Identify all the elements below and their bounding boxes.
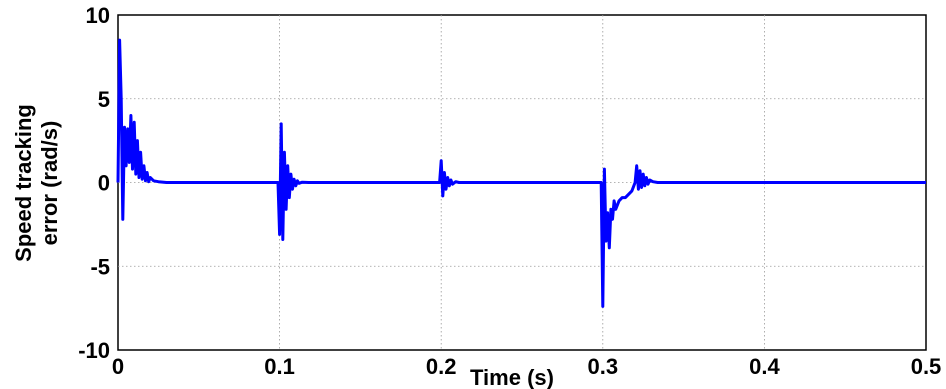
- x-tick-label: 0.4: [749, 354, 780, 379]
- y-axis-label-line-2: error (rad/s): [37, 121, 62, 246]
- x-tick-label: 0.3: [588, 354, 619, 379]
- x-tick-label: 0.2: [426, 354, 457, 379]
- x-tick-label: 0.5: [911, 354, 942, 379]
- x-tick-label: 0: [112, 354, 124, 379]
- y-tick-label: -10: [78, 338, 110, 363]
- y-tick-labels: -10 -5 0 5 10: [78, 3, 110, 363]
- x-tick-label: 0.1: [264, 354, 295, 379]
- x-axis-label: Time (s): [470, 365, 554, 389]
- series-line: [116, 38, 926, 308]
- y-tick-label: -5: [90, 254, 110, 279]
- y-tick-label: 5: [98, 87, 110, 112]
- y-axis-label-line-1: Speed tracking: [11, 104, 36, 262]
- y-tick-label: 10: [86, 3, 110, 28]
- x-tick-labels: 0 0.1 0.2 0.3 0.4 0.5: [112, 354, 941, 379]
- y-tick-label: 0: [98, 171, 110, 196]
